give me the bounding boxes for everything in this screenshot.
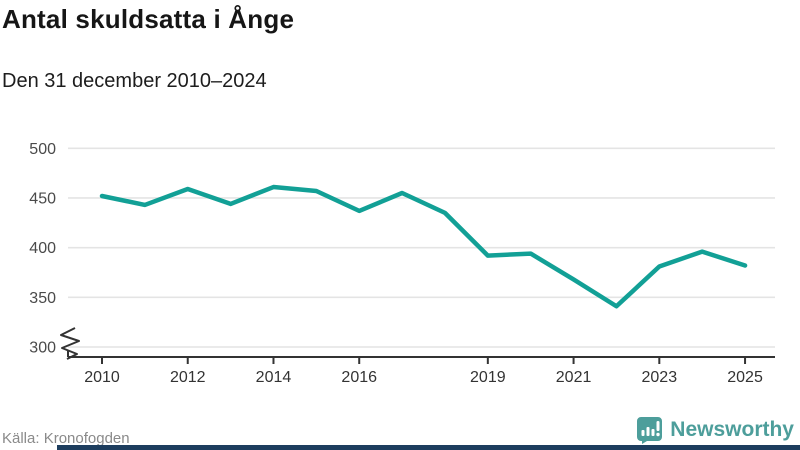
line-chart: 300 350 400 450 500 2010 2012 2014 2016 2019 2021…: [29, 141, 775, 386]
svg-text:500: 500: [29, 141, 56, 158]
svg-text:2021: 2021: [556, 369, 592, 386]
y-axis-break-icon: [60, 327, 80, 360]
source-note: Källa: Kronofogden: [2, 430, 130, 447]
x-axis: [67, 351, 775, 364]
chart-subtitle: Den 31 december 2010–2024: [2, 70, 267, 92]
gridlines: [68, 147, 775, 348]
svg-text:400: 400: [29, 240, 56, 257]
chart-area: 300 350 400 450 500 2010 2012 2014 2016 2019 2021…: [0, 130, 800, 400]
bottom-accent-bar: [57, 445, 800, 450]
svg-text:350: 350: [29, 290, 56, 307]
svg-text:2014: 2014: [256, 369, 292, 386]
x-axis-labels: 2010 2012 2014 2016 2019 2021 2023 2025: [84, 369, 763, 386]
svg-text:2010: 2010: [84, 369, 120, 386]
svg-text:300: 300: [29, 340, 56, 357]
page-title: Antal skuldsatta i Ånge: [2, 4, 295, 34]
svg-text:450: 450: [29, 190, 56, 207]
svg-text:2025: 2025: [727, 369, 763, 386]
svg-text:2012: 2012: [170, 369, 206, 386]
brand-name: Newsworthy: [670, 418, 794, 441]
svg-text:2019: 2019: [470, 369, 506, 386]
svg-text:2016: 2016: [341, 369, 377, 386]
data-line-series: [99, 184, 748, 309]
svg-text:2023: 2023: [642, 369, 678, 386]
newsworthy-logo-icon: [637, 417, 663, 444]
newsworthy-brand[interactable]: Newsworthy: [636, 416, 794, 444]
y-axis-labels: 300 350 400 450 500: [29, 141, 56, 357]
